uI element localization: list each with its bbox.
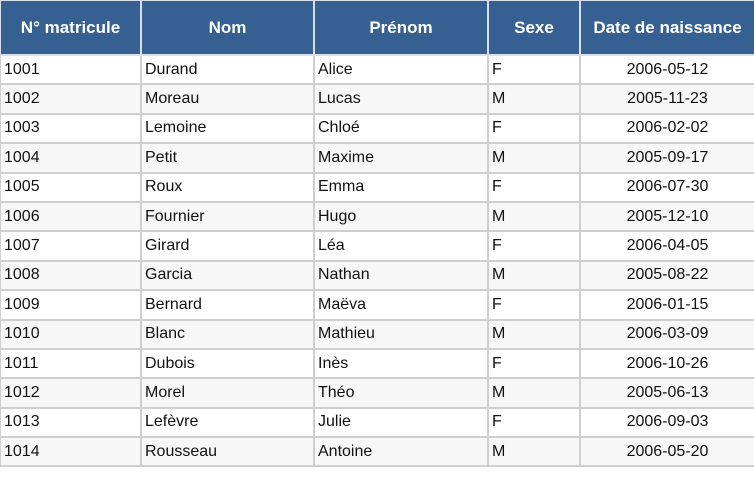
- cell-matricule[interactable]: 1012: [0, 377, 142, 409]
- cell-matricule[interactable]: 1011: [0, 347, 142, 380]
- cell-prenom[interactable]: Emma: [313, 171, 489, 203]
- cell-matricule[interactable]: 1006: [0, 200, 142, 233]
- cell-nom[interactable]: Girard: [140, 230, 315, 262]
- cell-nom[interactable]: Durand: [140, 53, 315, 86]
- cell-sexe[interactable]: M: [487, 318, 581, 350]
- cell-prenom[interactable]: Mathieu: [313, 318, 489, 350]
- cell-date-naissance[interactable]: 2005-08-22: [579, 259, 754, 292]
- cell-matricule[interactable]: 1014: [0, 436, 142, 468]
- cell-date-naissance[interactable]: 2006-05-12: [579, 53, 754, 86]
- table-row: 1013 Lefèvre Julie F 2006-09-03: [0, 406, 754, 439]
- cell-nom[interactable]: Roux: [140, 171, 315, 203]
- table-row: 1007 Girard Léa F 2006-04-05: [0, 230, 754, 262]
- table-row: 1002 Moreau Lucas M 2005-11-23: [0, 83, 754, 115]
- cell-nom[interactable]: Blanc: [140, 318, 315, 350]
- cell-sexe[interactable]: F: [487, 171, 581, 203]
- cell-prenom[interactable]: Lucas: [313, 83, 489, 115]
- cell-nom[interactable]: Morel: [140, 377, 315, 409]
- cell-matricule[interactable]: 1008: [0, 259, 142, 292]
- cell-sexe[interactable]: F: [487, 112, 581, 145]
- table-row: 1003 Lemoine Chloé F 2006-02-02: [0, 112, 754, 145]
- table-row: 1008 Garcia Nathan M 2005-08-22: [0, 259, 754, 292]
- cell-matricule[interactable]: 1001: [0, 53, 142, 86]
- cell-prenom[interactable]: Chloé: [313, 112, 489, 145]
- cell-sexe[interactable]: M: [487, 142, 581, 174]
- cell-matricule[interactable]: 1004: [0, 142, 142, 174]
- cell-matricule[interactable]: 1003: [0, 112, 142, 145]
- cell-matricule[interactable]: 1010: [0, 318, 142, 350]
- cell-matricule[interactable]: 1007: [0, 230, 142, 262]
- cell-nom[interactable]: Garcia: [140, 259, 315, 292]
- cell-sexe[interactable]: F: [487, 230, 581, 262]
- header-sexe[interactable]: Sexe: [487, 0, 581, 56]
- header-nom[interactable]: Nom: [140, 0, 315, 56]
- table-row: 1014 Rousseau Antoine M 2006-05-20: [0, 436, 754, 468]
- cell-sexe[interactable]: M: [487, 83, 581, 115]
- cell-nom[interactable]: Moreau: [140, 83, 315, 115]
- cell-date-naissance[interactable]: 2006-01-15: [579, 289, 754, 321]
- cell-matricule[interactable]: 1009: [0, 289, 142, 321]
- cell-date-naissance[interactable]: 2005-06-13: [579, 377, 754, 409]
- cell-nom[interactable]: Fournier: [140, 200, 315, 233]
- cell-sexe[interactable]: F: [487, 53, 581, 86]
- cell-date-naissance[interactable]: 2006-05-20: [579, 436, 754, 468]
- cell-nom[interactable]: Bernard: [140, 289, 315, 321]
- cell-prenom[interactable]: Julie: [313, 406, 489, 439]
- table-row: 1006 Fournier Hugo M 2005-12-10: [0, 200, 754, 233]
- cell-prenom[interactable]: Nathan: [313, 259, 489, 292]
- cell-sexe[interactable]: F: [487, 347, 581, 380]
- cell-nom[interactable]: Petit: [140, 142, 315, 174]
- cell-prenom[interactable]: Hugo: [313, 200, 489, 233]
- cell-sexe[interactable]: M: [487, 200, 581, 233]
- table-row: 1004 Petit Maxime M 2005-09-17: [0, 142, 754, 174]
- table-row: 1010 Blanc Mathieu M 2006-03-09: [0, 318, 754, 350]
- cell-sexe[interactable]: M: [487, 436, 581, 468]
- cell-nom[interactable]: Lefèvre: [140, 406, 315, 439]
- header-date-naissance[interactable]: Date de naissance: [579, 0, 754, 56]
- cell-prenom[interactable]: Alice: [313, 53, 489, 86]
- cell-matricule[interactable]: 1002: [0, 83, 142, 115]
- table-row: 1009 Bernard Maëva F 2006-01-15: [0, 289, 754, 321]
- cell-date-naissance[interactable]: 2006-07-30: [579, 171, 754, 203]
- cell-date-naissance[interactable]: 2006-09-03: [579, 406, 754, 439]
- cell-date-naissance[interactable]: 2006-03-09: [579, 318, 754, 350]
- cell-matricule[interactable]: 1005: [0, 171, 142, 203]
- cell-nom[interactable]: Rousseau: [140, 436, 315, 468]
- cell-prenom[interactable]: Antoine: [313, 436, 489, 468]
- cell-prenom[interactable]: Maxime: [313, 142, 489, 174]
- cell-date-naissance[interactable]: 2005-12-10: [579, 200, 754, 233]
- cell-sexe[interactable]: F: [487, 289, 581, 321]
- table-body: 1001 Durand Alice F 2006-05-12 1002 Moreau Luca…: [0, 53, 754, 468]
- cell-sexe[interactable]: F: [487, 406, 581, 439]
- table-row: 1001 Durand Alice F 2006-05-12: [0, 53, 754, 86]
- header-prenom[interactable]: Prénom: [313, 0, 489, 56]
- cell-matricule[interactable]: 1013: [0, 406, 142, 439]
- cell-sexe[interactable]: M: [487, 259, 581, 292]
- cell-prenom[interactable]: Inès: [313, 347, 489, 380]
- cell-sexe[interactable]: M: [487, 377, 581, 409]
- cell-prenom[interactable]: Maëva: [313, 289, 489, 321]
- cell-date-naissance[interactable]: 2006-02-02: [579, 112, 754, 145]
- table-row: 1005 Roux Emma F 2006-07-30: [0, 171, 754, 203]
- header-matricule[interactable]: N° matricule: [0, 0, 142, 56]
- cell-prenom[interactable]: Théo: [313, 377, 489, 409]
- cell-prenom[interactable]: Léa: [313, 230, 489, 262]
- cell-date-naissance[interactable]: 2005-09-17: [579, 142, 754, 174]
- table-row: 1011 Dubois Inès F 2006-10-26: [0, 347, 754, 380]
- cell-date-naissance[interactable]: 2006-10-26: [579, 347, 754, 380]
- cell-date-naissance[interactable]: 2006-04-05: [579, 230, 754, 262]
- cell-nom[interactable]: Dubois: [140, 347, 315, 380]
- cell-date-naissance[interactable]: 2005-11-23: [579, 83, 754, 115]
- table-row: 1012 Morel Théo M 2005-06-13: [0, 377, 754, 409]
- cell-nom[interactable]: Lemoine: [140, 112, 315, 145]
- students-table: N° matricule Nom Prénom Sexe Date de nai…: [0, 0, 754, 468]
- header-row: N° matricule Nom Prénom Sexe Date de nai…: [0, 0, 754, 56]
